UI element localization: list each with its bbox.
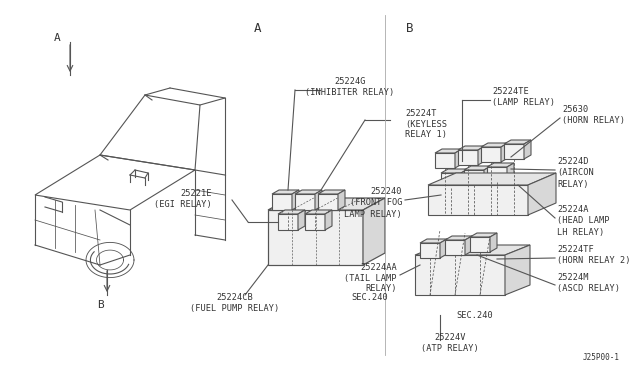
Polygon shape: [338, 190, 345, 210]
Polygon shape: [465, 236, 472, 255]
Polygon shape: [415, 245, 530, 255]
Text: J25P00-1: J25P00-1: [583, 353, 620, 362]
Text: (ASCD RELAY): (ASCD RELAY): [557, 285, 620, 294]
Polygon shape: [470, 237, 490, 252]
Polygon shape: [428, 185, 528, 215]
Polygon shape: [484, 166, 491, 185]
Polygon shape: [440, 239, 447, 258]
Text: RELAY): RELAY): [365, 285, 397, 294]
Polygon shape: [504, 140, 531, 144]
Polygon shape: [524, 140, 531, 159]
Polygon shape: [501, 143, 508, 162]
Polygon shape: [464, 166, 491, 170]
Text: (LAMP RELAY): (LAMP RELAY): [492, 99, 555, 108]
Text: 252240: 252240: [371, 187, 402, 196]
Text: SEC.240: SEC.240: [351, 294, 388, 302]
Text: (FRONT FOG: (FRONT FOG: [349, 199, 402, 208]
Text: 25224CB: 25224CB: [216, 294, 253, 302]
Polygon shape: [458, 150, 478, 165]
Polygon shape: [318, 194, 338, 210]
Polygon shape: [505, 245, 530, 295]
Text: (INHIBITER RELAY): (INHIBITER RELAY): [305, 89, 395, 97]
Text: RELAY): RELAY): [557, 180, 589, 189]
Polygon shape: [507, 163, 514, 182]
Polygon shape: [420, 239, 447, 243]
Polygon shape: [435, 153, 455, 168]
Polygon shape: [415, 255, 505, 295]
Text: (FUEL PUMP RELAY): (FUEL PUMP RELAY): [190, 305, 280, 314]
Polygon shape: [435, 149, 462, 153]
Polygon shape: [441, 169, 468, 173]
Text: 25630: 25630: [562, 106, 588, 115]
Polygon shape: [268, 198, 385, 210]
Polygon shape: [298, 210, 305, 230]
Polygon shape: [428, 173, 556, 185]
Polygon shape: [481, 143, 508, 147]
Polygon shape: [305, 214, 325, 230]
Polygon shape: [441, 173, 461, 188]
Text: 25224AA: 25224AA: [360, 263, 397, 272]
Polygon shape: [315, 190, 322, 210]
Text: 25224G: 25224G: [334, 77, 365, 87]
Text: (HEAD LAMP: (HEAD LAMP: [557, 217, 609, 225]
Text: RELAY 1): RELAY 1): [405, 131, 447, 140]
Text: 25224M: 25224M: [557, 273, 589, 282]
Polygon shape: [458, 146, 485, 150]
Text: LAMP RELAY): LAMP RELAY): [344, 209, 402, 218]
Polygon shape: [295, 190, 322, 194]
Polygon shape: [445, 236, 472, 240]
Text: (EGI RELAY): (EGI RELAY): [154, 199, 212, 208]
Polygon shape: [445, 240, 465, 255]
Polygon shape: [318, 190, 345, 194]
Text: 25224TE: 25224TE: [492, 87, 529, 96]
Polygon shape: [363, 198, 385, 265]
Polygon shape: [455, 149, 462, 168]
Polygon shape: [481, 147, 501, 162]
Polygon shape: [272, 190, 299, 194]
Polygon shape: [464, 170, 484, 185]
Polygon shape: [470, 233, 497, 237]
Polygon shape: [272, 194, 292, 210]
Polygon shape: [278, 214, 298, 230]
Polygon shape: [420, 243, 440, 258]
Text: (HORN RELAY 2): (HORN RELAY 2): [557, 257, 630, 266]
Text: 25224A: 25224A: [557, 205, 589, 215]
Text: B: B: [406, 22, 413, 35]
Polygon shape: [487, 163, 514, 167]
Polygon shape: [461, 169, 468, 188]
Text: 25224V: 25224V: [435, 334, 466, 343]
Text: 25224TF: 25224TF: [557, 246, 594, 254]
Text: (HORN RELAY): (HORN RELAY): [562, 116, 625, 125]
Polygon shape: [325, 210, 332, 230]
Polygon shape: [295, 194, 315, 210]
Text: (TAIL LAMP: (TAIL LAMP: [344, 273, 397, 282]
Text: 25224D: 25224D: [557, 157, 589, 167]
Text: (ATP RELAY): (ATP RELAY): [421, 344, 479, 353]
Text: B: B: [97, 300, 104, 310]
Text: 25224T: 25224T: [405, 109, 436, 118]
Text: A: A: [254, 22, 262, 35]
Polygon shape: [292, 190, 299, 210]
Polygon shape: [278, 210, 305, 214]
Text: LH RELAY): LH RELAY): [557, 228, 604, 237]
Polygon shape: [528, 173, 556, 215]
Polygon shape: [478, 146, 485, 165]
Text: SEC.240: SEC.240: [456, 311, 493, 320]
Text: (KEYLESS: (KEYLESS: [405, 119, 447, 128]
Text: (AIRCON: (AIRCON: [557, 169, 594, 177]
Text: A: A: [54, 33, 60, 43]
Polygon shape: [305, 210, 332, 214]
Polygon shape: [487, 167, 507, 182]
Polygon shape: [490, 233, 497, 252]
Polygon shape: [504, 144, 524, 159]
Text: 25221E: 25221E: [180, 189, 212, 198]
Polygon shape: [268, 210, 363, 265]
